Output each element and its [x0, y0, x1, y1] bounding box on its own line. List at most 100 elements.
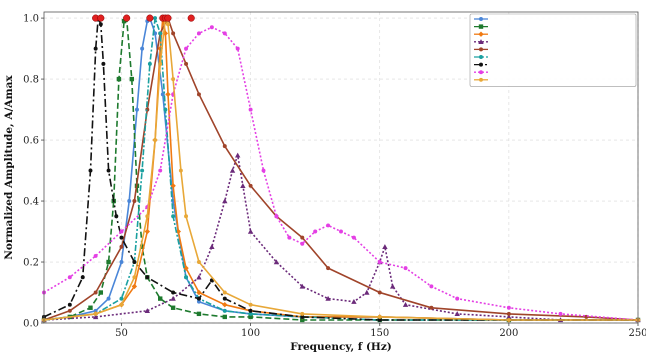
- legend-box: [469, 13, 637, 87]
- data-point: [326, 223, 331, 228]
- data-point: [119, 296, 124, 301]
- data-point: [248, 311, 253, 316]
- data-point: [170, 183, 176, 189]
- data-point: [248, 314, 253, 320]
- data-point: [147, 61, 152, 66]
- data-point: [178, 168, 183, 173]
- data-point: [153, 138, 158, 143]
- data-point: [98, 290, 104, 295]
- data-point: [240, 183, 246, 188]
- data-point: [121, 18, 127, 24]
- data-point: [93, 308, 98, 313]
- data-point: [325, 295, 331, 301]
- legend-entry: [474, 55, 488, 59]
- data-point: [170, 305, 176, 310]
- data-point: [184, 214, 189, 219]
- series-line: [43, 17, 638, 321]
- data-point: [234, 152, 241, 158]
- data-point: [222, 302, 228, 308]
- series-line: [43, 17, 638, 321]
- series-line: [43, 154, 638, 321]
- data-point: [222, 31, 227, 36]
- data-point: [506, 311, 511, 316]
- data-point: [88, 305, 93, 310]
- data-point: [106, 296, 111, 301]
- data-point: [132, 275, 137, 280]
- data-point: [351, 235, 356, 240]
- data-point: [274, 214, 279, 219]
- data-point: [139, 244, 145, 249]
- data-point: [300, 317, 305, 323]
- data-point: [248, 302, 253, 307]
- data-point: [171, 77, 176, 82]
- legend-entry: [474, 17, 488, 21]
- data-point: [300, 241, 305, 246]
- peak-markers: [92, 14, 195, 22]
- data-point: [131, 283, 138, 290]
- data-point: [209, 244, 215, 249]
- data-point: [184, 46, 189, 51]
- data-point: [114, 214, 119, 219]
- data-point: [93, 46, 98, 51]
- data-point: [382, 244, 388, 249]
- data-point: [119, 244, 124, 249]
- data-point: [145, 214, 150, 219]
- y-tick-label: 0.6: [23, 136, 39, 147]
- legend-entry: [474, 70, 488, 75]
- data-point: [478, 24, 484, 29]
- x-tick-label: 50: [115, 328, 128, 339]
- data-point: [479, 47, 483, 52]
- data-point: [222, 198, 228, 204]
- data-point: [222, 314, 227, 320]
- data-point: [248, 107, 253, 112]
- data-point: [153, 16, 158, 21]
- data-point: [389, 283, 396, 289]
- data-point: [183, 265, 189, 271]
- data-point: [479, 62, 483, 67]
- data-point: [132, 199, 137, 204]
- data-point: [229, 167, 236, 173]
- data-point: [165, 91, 171, 98]
- data-point: [196, 311, 202, 317]
- data-point: [171, 290, 176, 295]
- data-point: [92, 314, 99, 320]
- y-tick-label: 1.0: [23, 14, 39, 25]
- x-axis-label: Frequency, f (Hz): [290, 341, 392, 353]
- data-point: [248, 308, 253, 313]
- legend-entry: [474, 39, 488, 44]
- data-point: [67, 308, 72, 313]
- x-tick-label: 100: [241, 328, 260, 339]
- series-line: [43, 26, 639, 321]
- data-point: [119, 235, 124, 240]
- data-point: [300, 311, 305, 316]
- series-9: [42, 16, 640, 322]
- data-point: [101, 61, 106, 66]
- data-point: [196, 299, 201, 304]
- data-point: [106, 259, 111, 265]
- data-point: [184, 61, 189, 66]
- data-point: [351, 298, 357, 304]
- data-point: [158, 296, 163, 301]
- data-point: [93, 253, 98, 258]
- x-tick-label: 150: [370, 328, 389, 339]
- data-point: [163, 107, 168, 112]
- data-point: [144, 308, 151, 314]
- data-point: [479, 77, 483, 82]
- legend-entry: [474, 62, 488, 67]
- data-point: [170, 295, 176, 301]
- data-point: [429, 284, 434, 289]
- peak-marker: [123, 14, 131, 22]
- y-tick-label: 0.2: [23, 258, 39, 269]
- data-point: [129, 76, 135, 82]
- data-point: [222, 144, 227, 149]
- data-point: [506, 317, 511, 322]
- data-point: [402, 302, 409, 307]
- legend-entry: [474, 24, 488, 29]
- data-point: [299, 283, 305, 289]
- data-point: [116, 76, 122, 82]
- data-point: [132, 260, 137, 264]
- data-point: [134, 107, 139, 112]
- data-point: [165, 22, 170, 27]
- data-point: [313, 229, 318, 234]
- ticks: 0.0 0.2 0.4 0.6 0.8 1.0 50 100 150 200 250: [23, 14, 646, 339]
